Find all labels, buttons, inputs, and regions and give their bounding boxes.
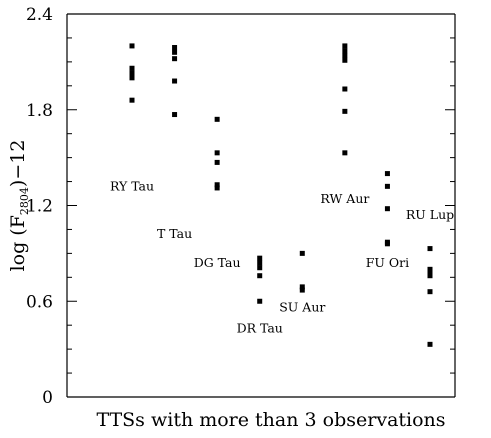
data-point: [257, 273, 263, 279]
star-label: RY Tau: [110, 178, 154, 193]
star-label: FU Ori: [366, 255, 409, 270]
data-point: [129, 65, 135, 71]
star-label: RW Aur: [320, 191, 369, 206]
data-points: [129, 43, 433, 347]
y-axis-ticks: [67, 13, 455, 398]
data-point: [129, 43, 135, 49]
star-label: DR Tau: [237, 320, 283, 335]
data-point: [384, 206, 390, 212]
star-label: SU Aur: [279, 300, 325, 315]
star-label: T Tau: [157, 226, 192, 241]
data-point: [342, 48, 348, 54]
data-point: [427, 341, 433, 347]
data-point: [342, 108, 348, 114]
data-point: [384, 171, 390, 177]
data-point: [257, 260, 263, 266]
data-point: [172, 112, 178, 118]
plot-frame: [66, 13, 456, 398]
y-tick-label: 2.4: [26, 5, 53, 25]
data-point: [427, 266, 433, 272]
data-point: [214, 182, 220, 188]
y-tick-label: 1.2: [26, 197, 53, 217]
star-label: RU Lup: [406, 207, 454, 222]
data-point: [427, 289, 433, 295]
y-axis-title: log (F2804)−12: [7, 140, 31, 272]
y-axis-title-prefix: log (F: [7, 215, 29, 271]
data-point: [384, 183, 390, 189]
x-axis-title: TTSs with more than 3 observations: [96, 409, 445, 431]
data-point: [427, 273, 433, 279]
data-point: [172, 49, 178, 55]
data-point: [342, 43, 348, 49]
data-point: [129, 70, 135, 76]
data-point: [172, 45, 178, 51]
data-point: [257, 255, 263, 261]
data-point: [129, 97, 135, 103]
data-point: [299, 287, 305, 293]
data-point: [342, 86, 348, 92]
star-label: DG Tau: [194, 255, 241, 270]
data-point: [172, 56, 178, 62]
data-point: [342, 52, 348, 58]
data-point: [214, 150, 220, 156]
y-tick-label: 1.8: [26, 101, 53, 121]
data-point: [427, 270, 433, 276]
data-point: [427, 246, 433, 252]
data-point: [257, 298, 263, 304]
data-point: [214, 159, 220, 165]
data-point: [214, 116, 220, 122]
y-axis-tick-labels: 0 0.6 1.2 1.8 2.4: [26, 5, 53, 408]
data-point: [342, 57, 348, 63]
data-point: [214, 185, 220, 191]
data-point: [342, 150, 348, 156]
data-point: [129, 75, 135, 81]
data-point: [299, 250, 305, 256]
y-axis-title-suffix: )−12: [7, 140, 29, 188]
y-axis-title-subscript: 2804: [18, 187, 31, 215]
data-point: [172, 78, 178, 84]
y-tick-label: 0: [42, 388, 53, 408]
data-point: [384, 241, 390, 247]
data-point: [299, 284, 305, 290]
y-tick-label: 0.6: [26, 292, 53, 312]
data-point: [257, 265, 263, 271]
